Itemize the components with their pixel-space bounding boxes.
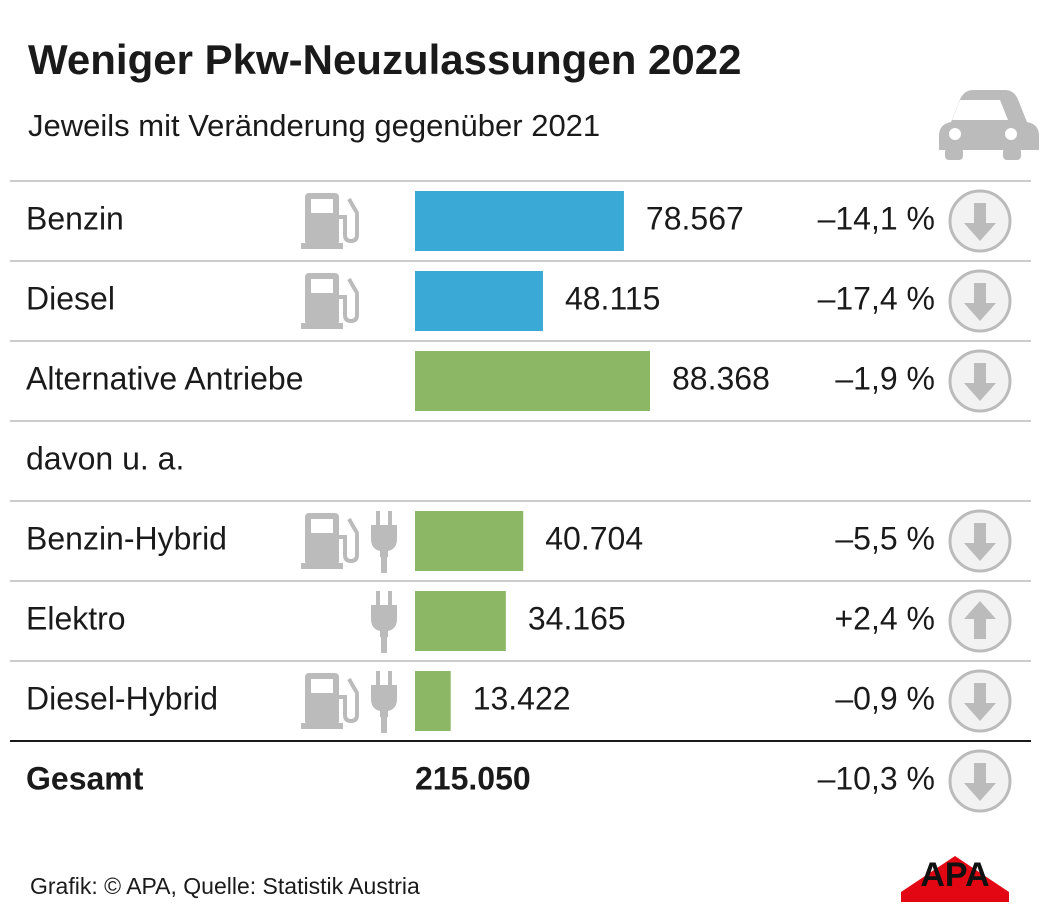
arrow-down (948, 749, 1012, 813)
logo: APA (901, 856, 1009, 902)
fuel-icon (301, 513, 359, 569)
value-label: 48.115 (565, 280, 661, 316)
plug-pin (388, 511, 392, 525)
change-label: –14,1 % (818, 200, 935, 236)
pump-window (311, 279, 333, 293)
category-label: Diesel-Hybrid (26, 680, 218, 716)
category-label: davon u. a. (26, 440, 184, 476)
svg-text:APA: APA (920, 856, 989, 894)
pump-window (311, 679, 333, 693)
total-value: 215.050 (415, 760, 531, 796)
arrow-shape (964, 683, 996, 721)
change-label: –0,9 % (835, 680, 935, 716)
pump-hose (339, 198, 359, 244)
category-label: Elektro (26, 600, 126, 636)
chart-title: Weniger Pkw-Neuzulassungen 2022 (28, 36, 741, 83)
plug-pin (376, 671, 380, 685)
chart-subtitle: Jeweils mit Veränderung gegenüber 2021 (28, 108, 600, 143)
pump-hose (339, 278, 359, 324)
arrow-shape (964, 601, 996, 639)
arrow-shape (964, 283, 996, 321)
category-label: Benzin-Hybrid (26, 520, 227, 556)
plug-pin (388, 591, 392, 605)
plug-pin (376, 511, 380, 525)
arrow-up (948, 589, 1012, 653)
arrow-down (948, 509, 1012, 573)
plug-pin (376, 591, 380, 605)
value-label: 34.165 (528, 600, 626, 636)
plug-head (371, 605, 397, 637)
plug-icon (371, 671, 397, 733)
change-label: +2,4 % (834, 600, 935, 636)
value-label: 78.567 (646, 200, 744, 236)
arrow-shape (964, 203, 996, 241)
bar (415, 351, 650, 411)
total-change: –10,3 % (818, 760, 935, 796)
total-label: Gesamt (26, 760, 144, 796)
plug-head (371, 685, 397, 717)
plug-cable (381, 557, 387, 573)
value-label: 13.422 (473, 680, 571, 716)
value-label: 88.368 (672, 360, 770, 396)
arrow-down (948, 349, 1012, 413)
fuel-icon (301, 673, 359, 729)
arrow-down (948, 669, 1012, 733)
change-label: –1,9 % (835, 360, 935, 396)
pump-hose (339, 518, 359, 564)
bar (415, 191, 624, 251)
bar (415, 511, 524, 571)
plug-cable (381, 637, 387, 653)
bar (415, 271, 543, 331)
arrow-shape (964, 763, 996, 801)
pump-base (301, 563, 343, 569)
pump-hose (339, 678, 359, 724)
pump-base (301, 723, 343, 729)
category-label: Benzin (26, 200, 124, 236)
arrow-shape (964, 363, 996, 401)
pump-base (301, 323, 343, 329)
pump-window (311, 519, 333, 533)
category-label: Diesel (26, 280, 115, 316)
source: Grafik: © APA, Quelle: Statistik Austria (30, 873, 420, 899)
bar (415, 671, 451, 731)
plug-cable (381, 717, 387, 733)
plug-pin (388, 671, 392, 685)
arrow-shape (964, 523, 996, 561)
pump-base (301, 243, 343, 249)
plug-head (371, 525, 397, 557)
pump-window (311, 199, 333, 213)
plug-icon (371, 591, 397, 653)
change-label: –5,5 % (835, 520, 935, 556)
arrow-down (948, 269, 1012, 333)
category-label: Alternative Antriebe (26, 360, 304, 396)
value-label: 40.704 (545, 520, 643, 556)
arrow-down (948, 189, 1012, 253)
car-icon (939, 90, 1039, 160)
plug-icon (371, 511, 397, 573)
fuel-icon (301, 273, 359, 329)
fuel-icon (301, 193, 359, 249)
change-label: –17,4 % (818, 280, 935, 316)
bar (415, 591, 506, 651)
